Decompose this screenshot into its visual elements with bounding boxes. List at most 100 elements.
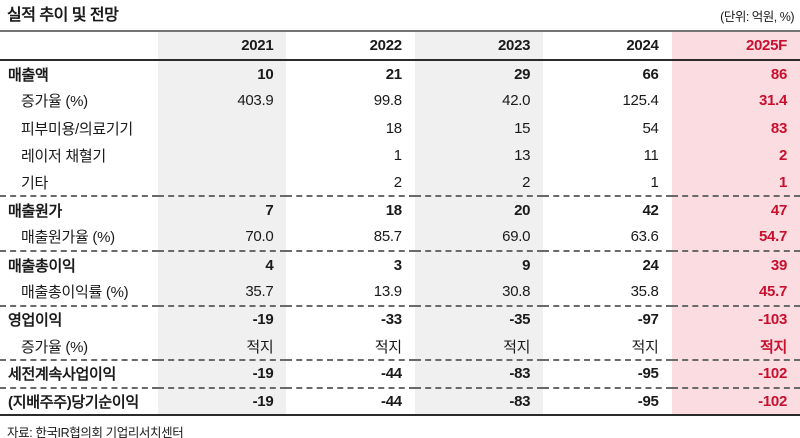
- table-cell: 21: [385, 65, 402, 83]
- table-cell: 70.0: [158, 223, 287, 252]
- table-cell: 2: [393, 173, 402, 191]
- table-cell: 47: [671, 195, 800, 224]
- table-cell: -83: [414, 359, 544, 388]
- page-title: 실적 추이 및 전망: [7, 7, 119, 24]
- table-row-net-income: (지배주주)당기순이익 -19 -44 -83 -95 -102: [0, 386, 800, 416]
- table-cell: 45.7: [671, 278, 800, 306]
- col-header-2023: 2023: [414, 31, 544, 61]
- table-cell: -102: [671, 359, 800, 388]
- table-cell: 11: [643, 147, 659, 165]
- table-header-bar: 실적 추이 및 전망 (단위: 억원, %): [0, 0, 800, 30]
- table-cell: 30.8: [414, 278, 544, 306]
- row-label: 매출원가: [0, 195, 158, 224]
- table-cell: 적지: [631, 338, 659, 356]
- table-cell: 66: [642, 65, 659, 83]
- table-cell: 39: [671, 250, 800, 279]
- row-label: 증가율 (%): [21, 338, 88, 356]
- table-cell: -33: [286, 304, 415, 333]
- col-header-2021: 2021: [158, 31, 287, 61]
- row-label: 세전계속사업이익: [0, 359, 158, 388]
- table-row-cogs-ratio: 매출원가율 (%) 70.0 85.7 69.0 63.6 54.7: [0, 223, 800, 252]
- table-cell: 54.7: [671, 223, 800, 252]
- table-cell: 15: [414, 114, 544, 142]
- table-cell: 35.7: [158, 278, 287, 306]
- table-cell: 2: [671, 141, 800, 170]
- row-label: 매출총이익률 (%): [21, 284, 129, 302]
- col-header-2024: 2024: [543, 31, 672, 61]
- row-label: 피부미용/의료기기: [21, 120, 133, 138]
- table-cell: 적지: [671, 332, 800, 361]
- table-cell: 적지: [414, 332, 544, 361]
- table-cell: 20: [414, 195, 544, 224]
- table-cell: 403.9: [158, 87, 287, 115]
- table-row-skin-medical-devices: 피부미용/의료기기 18 15 54 83: [0, 114, 800, 142]
- table-cell: 24: [543, 250, 672, 279]
- unit-label: (단위: 억원, %): [720, 10, 794, 24]
- table-cell: 적지: [374, 338, 402, 356]
- table-cell: -44: [286, 359, 415, 388]
- col-header-2022: 2022: [286, 31, 415, 61]
- table-row-other: 기타 2 2 1 1: [0, 169, 800, 197]
- table-row-revenue-growth: 증가율 (%) 403.9 99.8 42.0 125.4 31.4: [0, 87, 800, 115]
- table-cell: 10: [158, 60, 287, 88]
- table-cell: 83: [671, 114, 800, 142]
- table-cell: 4: [158, 250, 287, 279]
- table-cell: -35: [414, 304, 544, 333]
- source-note: 자료: 한국IR협의회 기업리서치센터: [7, 425, 184, 438]
- header-empty-cell: [0, 31, 158, 61]
- table-cell: -19: [158, 359, 287, 388]
- table-cell: 86: [671, 60, 800, 88]
- table-row-pretax-profit: 세전계속사업이익 -19 -44 -83 -95 -102: [0, 359, 800, 388]
- table-cell: 35.8: [630, 283, 659, 301]
- table-cell: [158, 141, 287, 170]
- table-row-operating-growth: 증가율 (%) 적지 적지 적지 적지 적지: [0, 332, 800, 361]
- table-cell: 1: [650, 173, 659, 191]
- table-row-gross-margin: 매출총이익률 (%) 35.7 13.9 30.8 35.8 45.7: [0, 278, 800, 306]
- table-cell: 9: [414, 250, 544, 279]
- col-header-2025f: 2025F: [671, 31, 800, 61]
- financial-table: 2021 2022 2023 2024 2025F 매출액 10 21 29 6…: [0, 30, 800, 416]
- row-label: 매출액: [8, 66, 49, 84]
- row-label: 매출총이익: [0, 250, 158, 279]
- table-cell: 3: [286, 250, 415, 279]
- table-row-cogs: 매출원가 7 18 20 42 47: [0, 195, 800, 224]
- table-row-laser-blood-collector: 레이저 채혈기 1 13 11 2: [0, 141, 800, 170]
- table-cell: -19: [158, 304, 287, 333]
- row-label: 영업이익: [0, 304, 158, 333]
- row-label: 기타: [21, 174, 49, 192]
- table-cell: 85.7: [373, 228, 402, 246]
- table-cell: [158, 114, 287, 142]
- table-cell: -44: [286, 386, 415, 416]
- table-cell: 99.8: [373, 92, 402, 110]
- table-cell: -83: [414, 386, 544, 416]
- row-label: 증가율 (%): [21, 93, 88, 111]
- table-cell: 42: [543, 195, 672, 224]
- table-cell: -95: [543, 386, 672, 416]
- table-header-row: 2021 2022 2023 2024 2025F: [0, 31, 800, 61]
- row-label: (지배주주)당기순이익: [0, 386, 158, 416]
- table-cell: 2: [414, 169, 544, 197]
- table-cell: 적지: [158, 332, 287, 361]
- row-label: 매출원가율 (%): [21, 229, 115, 247]
- table-cell: 13: [414, 141, 544, 170]
- table-cell: 54: [642, 119, 659, 137]
- table-row-operating-profit: 영업이익 -19 -33 -35 -97 -103: [0, 304, 800, 333]
- table-cell: 29: [414, 60, 544, 88]
- table-cell: -97: [543, 304, 672, 333]
- table-cell: 125.4: [622, 92, 659, 110]
- table-cell: [158, 169, 287, 197]
- table-cell: -19: [158, 386, 287, 416]
- row-label: 레이저 채혈기: [21, 148, 106, 166]
- table-cell: 18: [286, 195, 415, 224]
- table-cell: -95: [543, 359, 672, 388]
- table-cell: 31.4: [671, 87, 800, 115]
- table-cell: -102: [671, 386, 800, 416]
- table-cell: 1: [671, 169, 800, 197]
- table-cell: 69.0: [414, 223, 544, 252]
- table-cell: 7: [158, 195, 287, 224]
- table-row-revenue: 매출액 10 21 29 66 86: [0, 60, 800, 88]
- table-cell: 13.9: [373, 283, 402, 301]
- table-cell: 1: [393, 147, 402, 165]
- table-cell: 42.0: [414, 87, 544, 115]
